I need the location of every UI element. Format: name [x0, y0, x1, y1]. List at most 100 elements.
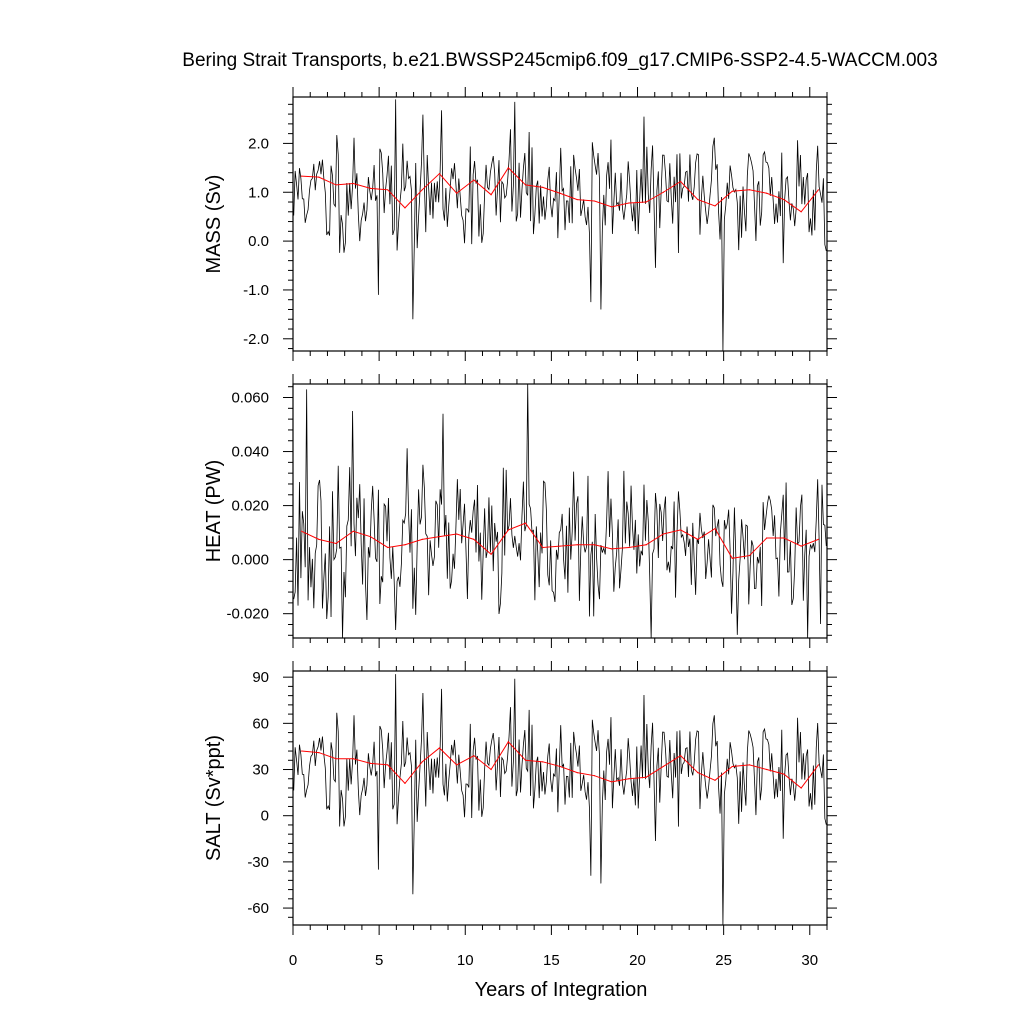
mass-annual-mean-point: [524, 184, 527, 186]
heat-y-tick-label: 0.020: [231, 498, 269, 515]
mass-plot-frame: [292, 96, 828, 352]
salt-annual-mean-point: [748, 764, 751, 766]
heat-annual-mean-point: [438, 536, 441, 538]
mass-annual-mean-point: [800, 211, 802, 213]
heat-y-axis-label: HEAT (PW): [203, 460, 225, 563]
mass-annual-mean-point: [611, 206, 613, 208]
mass-annual-mean-point: [335, 184, 337, 186]
heat-annual-mean-point: [800, 545, 802, 547]
mass-annual-mean-point: [714, 205, 716, 207]
salt-annual-mean-point: [507, 741, 509, 743]
mass-panel: -2.0 -1.0 0.0 1.0 2.0 MASS (Sv): [203, 87, 837, 361]
salt-y-tick-label: -30: [247, 854, 269, 871]
salt-y-tick-label: 30: [252, 762, 269, 779]
heat-annual-mean-point: [697, 538, 699, 540]
salt-annual-mean-point: [421, 761, 423, 763]
mass-monthly-line: [293, 99, 827, 351]
salt-annual-mean-point: [766, 768, 768, 771]
salt-annual-mean-point: [542, 761, 544, 763]
mass-annual-mean-point: [731, 190, 733, 192]
mass-annual-mean-point: [473, 179, 475, 181]
heat-annual-mean-point: [766, 537, 768, 539]
heat-annual-mean-point: [369, 536, 372, 538]
salt-x-tick-label: 0: [289, 952, 297, 969]
salt-annual-mean-point: [800, 787, 802, 789]
mass-annual-mean-point: [369, 187, 372, 189]
heat-annual-mean-point: [352, 530, 354, 532]
heat-annual-mean-point: [628, 546, 630, 549]
mass-annual-mean-point: [438, 173, 441, 175]
heat-y-tick-label: 0.040: [231, 444, 269, 461]
mass-annual-mean-point: [559, 192, 561, 194]
salt-plot-frame: [292, 670, 828, 926]
mass-annual-mean-point: [645, 201, 647, 203]
mass-y-tick-label: 0.0: [248, 233, 269, 250]
mass-annual-mean-point: [507, 167, 509, 169]
salt-x-tick-label: 25: [715, 952, 732, 969]
heat-y-tick-label: 0.000: [231, 552, 269, 569]
salt-y-tick-label: 60: [252, 715, 269, 732]
salt-annual-mean-point: [473, 755, 475, 757]
salt-annual-mean-point: [611, 781, 613, 783]
salt-annual-mean-point: [645, 776, 647, 778]
salt-annual-mean-point: [679, 755, 682, 757]
heat-annual-mean-point: [593, 544, 596, 546]
heat-annual-mean-point: [421, 538, 423, 540]
heat-annual-mean-point: [542, 546, 544, 549]
heat-y-tick-label: 0.060: [231, 390, 269, 407]
mass-annual-mean-point: [301, 175, 303, 177]
salt-annual-mean-point: [404, 782, 406, 784]
salt-annual-mean-point: [714, 779, 716, 781]
salt-monthly-line: [293, 674, 827, 925]
mass-y-tick-label: -2.0: [243, 331, 269, 348]
heat-annual-mean-point: [456, 533, 458, 535]
x-axis-title: Years of Integration: [475, 979, 648, 1001]
salt-x-tick-label: 20: [629, 952, 646, 969]
salt-y-axis-label: SALT (Sv*ppt): [203, 735, 225, 861]
salt-annual-mean-point: [490, 768, 492, 771]
heat-annual-mean-point: [611, 548, 613, 550]
heat-annual-mean-point: [318, 538, 320, 540]
salt-annual-mean-point: [301, 750, 303, 752]
mass-y-tick-label: -1.0: [243, 282, 269, 299]
heat-annual-mean-point: [473, 538, 475, 540]
salt-x-tick-label: 5: [375, 952, 383, 969]
mass-annual-mean-point: [387, 189, 389, 191]
salt-annual-mean-point: [576, 772, 578, 774]
mass-annual-mean-point: [542, 186, 544, 188]
salt-y-tick-label: -60: [247, 900, 269, 917]
salt-annual-mean-point: [662, 765, 664, 768]
salt-annual-mean-point: [438, 747, 441, 749]
mass-annual-mean-point: [817, 189, 819, 191]
mass-annual-mean-point: [456, 192, 458, 194]
mass-annual-mean-point: [318, 176, 320, 178]
mass-annual-mean-point: [490, 194, 492, 196]
mass-annual-mean-point: [576, 198, 578, 201]
heat-annual-mean-point: [748, 554, 751, 557]
heat-annual-mean-point: [335, 542, 337, 545]
heat-annual-mean-point: [404, 544, 406, 546]
heat-annual-mean-point: [490, 553, 492, 555]
salt-annual-mean-point: [318, 751, 320, 754]
salt-annual-mean-point: [335, 758, 337, 760]
heat-annual-mean-point: [679, 529, 682, 531]
heat-annual-mean-point: [301, 530, 303, 532]
salt-annual-mean-point: [593, 775, 596, 777]
mass-annual-mean-point: [783, 198, 785, 201]
heat-annual-mean-point: [524, 522, 527, 524]
salt-annual-mean-point: [817, 764, 819, 766]
salt-annual-mean-point: [731, 765, 733, 768]
heat-annual-mean-point: [507, 529, 509, 531]
heat-y-tick-label: -0.020: [226, 606, 269, 623]
heat-annual-mean-point: [731, 557, 733, 559]
heat-panel: -0.020 0.000 0.020 0.040 0.060 HEAT (PW): [203, 374, 837, 648]
salt-annual-mean-point: [456, 764, 458, 766]
chart-title: Bering Strait Transports, b.e21.BWSSP245…: [182, 50, 937, 71]
salt-y-tick-label: 0: [261, 808, 269, 825]
mass-y-axis-label: MASS (Sv): [203, 175, 225, 274]
salt-x-tick-label: 10: [457, 952, 474, 969]
salt-annual-mean-point: [369, 762, 372, 764]
heat-plot-frame: [292, 383, 828, 639]
salt-x-tick-label: 30: [801, 952, 818, 969]
heat-monthly-line: [293, 384, 827, 638]
